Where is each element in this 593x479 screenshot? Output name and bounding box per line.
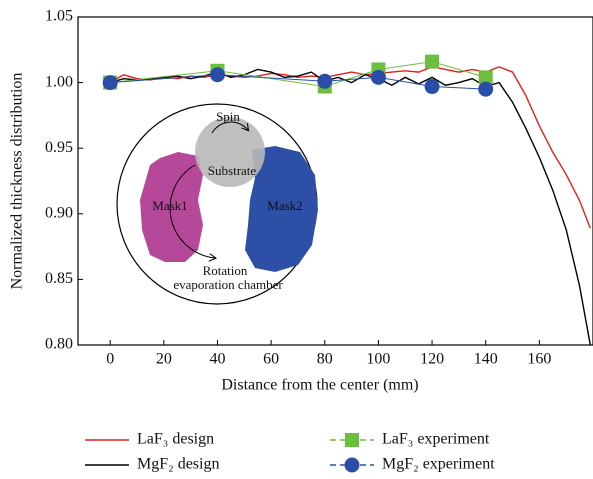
circle-marker <box>478 81 494 97</box>
square-marker <box>425 54 440 69</box>
inset-label: Spin <box>216 109 240 124</box>
y-axis-label: Normalized thickness distribution <box>9 73 26 290</box>
inset-diagram: Spin Substrate Mask1 Mask2 Rotation evap… <box>116 103 318 305</box>
legend-marker <box>345 433 359 447</box>
y-tick-label: 0.90 <box>45 204 73 221</box>
series-line <box>110 74 486 90</box>
plot-area <box>102 54 592 345</box>
legend-label: LaF₃ experiment <box>382 431 490 448</box>
x-tick-label: 140 <box>474 351 498 368</box>
inset-label: evaporation chamber <box>173 277 283 292</box>
spin-arrow <box>211 121 248 134</box>
y-tick-label: 0.85 <box>45 270 73 287</box>
y-tick-label: 1.00 <box>45 73 73 90</box>
substrate <box>195 117 265 187</box>
circle-marker <box>317 73 333 89</box>
y-tick-label: 1.05 <box>45 8 73 25</box>
inset-label: Mask2 <box>267 198 302 213</box>
mask2 <box>245 146 318 272</box>
x-axis-label: Distance from the center (mm) <box>221 377 418 394</box>
circle-marker <box>102 75 118 91</box>
plot-frame <box>77 16 593 346</box>
rotation-arrow <box>169 164 215 258</box>
x-tick-label: 120 <box>420 351 444 368</box>
circle-marker <box>209 67 225 83</box>
circle-marker <box>370 69 386 85</box>
inset-label: Substrate <box>208 163 257 178</box>
inset-label: Rotation <box>203 263 248 278</box>
mask1 <box>140 152 203 262</box>
x-tick-label: 80 <box>317 351 333 368</box>
x-tick-label: 100 <box>366 351 390 368</box>
x-tick-label: 60 <box>263 351 279 368</box>
series-line <box>109 66 591 229</box>
y-tick-label: 0.95 <box>45 139 73 156</box>
legend-marker <box>344 457 360 473</box>
series-line <box>110 61 486 88</box>
legend-label: MgF₂ design <box>137 456 219 473</box>
y-tick-label: 0.80 <box>45 336 73 353</box>
x-tick-label: 20 <box>156 351 172 368</box>
series-line <box>109 68 592 345</box>
inset-label: Mask1 <box>152 198 187 213</box>
x-tick-label: 0 <box>106 351 114 368</box>
legend-label: LaF₃ design <box>137 431 214 448</box>
x-tick-label: 160 <box>527 351 551 368</box>
circle-marker <box>424 79 440 95</box>
x-tick-label: 40 <box>209 351 225 368</box>
legend-label: MgF₂ experiment <box>382 456 495 473</box>
square-marker <box>478 70 493 85</box>
